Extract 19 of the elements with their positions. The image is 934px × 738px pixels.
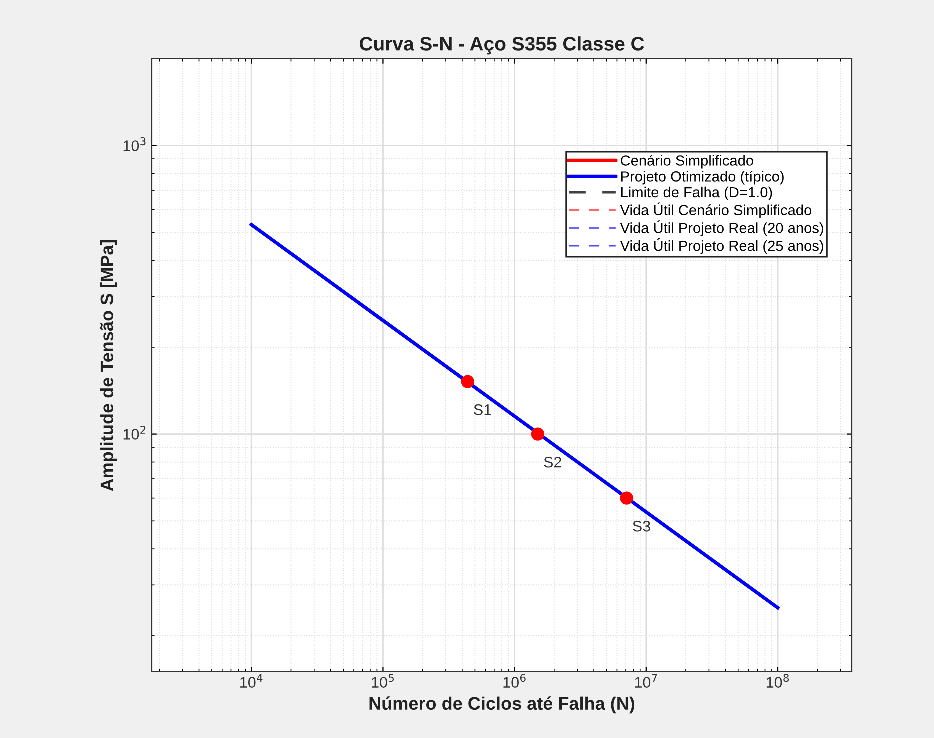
x-tick-label: 10$^{7}$ bbox=[635, 674, 658, 688]
y-tick-label: 10$^{3}$ bbox=[124, 137, 146, 152]
annotation: S2 bbox=[544, 456, 562, 468]
legend-label: Limite de Falha (D=1.0) bbox=[621, 186, 772, 201]
x-tick-label: 10$^{4}$ bbox=[240, 674, 263, 688]
x-tick-label: 10$^{5}$ bbox=[372, 674, 394, 688]
legend-label: Vida Útil Projeto Real (25 anos) bbox=[620, 238, 824, 254]
x-axis-title: Número de Ciclos até Falha (N) bbox=[370, 696, 635, 714]
legend-label: Cenário Simplificado bbox=[621, 155, 754, 169]
y-axis-title: Amplitude de Tensão S [MPa] bbox=[100, 240, 118, 492]
y-tick-label: 10$^{2}$ bbox=[124, 426, 146, 440]
chart-title: Curva S-N - Aço S355 Classe C bbox=[360, 36, 644, 55]
annotation: S1 bbox=[474, 404, 492, 416]
x-tick-label: 10$^{8}$ bbox=[766, 674, 789, 688]
legend-label: Vida Útil Cenário Simplificado bbox=[620, 202, 812, 218]
annotation: S3 bbox=[633, 520, 650, 532]
legend-label: Vida Útil Projeto Real (20 anos) bbox=[620, 220, 824, 236]
x-tick-label: 10$^{6}$ bbox=[504, 674, 526, 688]
legend-label: Projeto Otimizado (típico) bbox=[621, 170, 784, 185]
